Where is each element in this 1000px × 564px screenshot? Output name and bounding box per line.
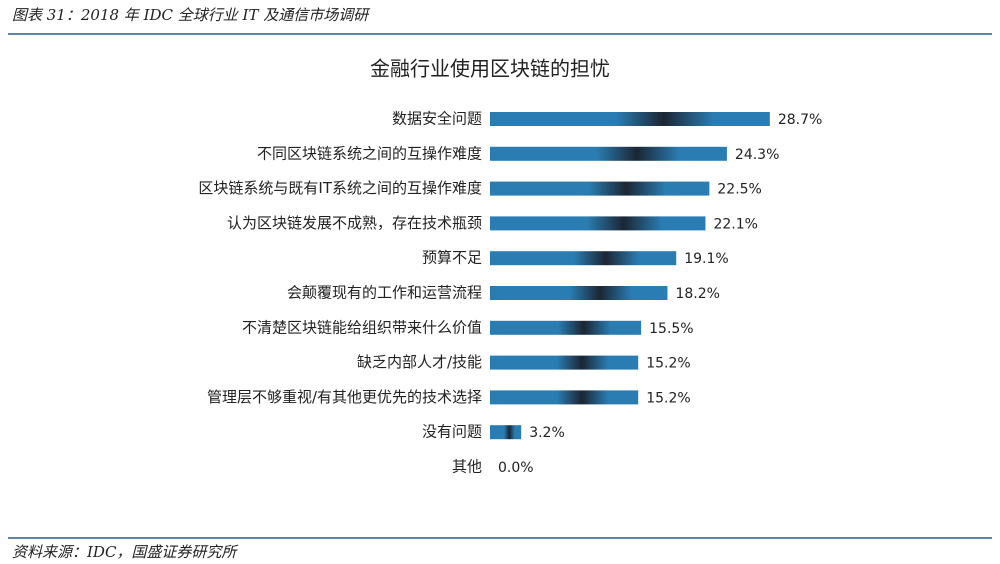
bar xyxy=(490,320,642,335)
category-label: 管理层不够重视/有其他更优先的技术选择 xyxy=(207,388,482,406)
bar xyxy=(490,251,677,266)
bar xyxy=(490,146,727,161)
bar xyxy=(490,216,706,231)
chart-title: 金融行业使用区块链的担忧 xyxy=(370,57,610,81)
bar xyxy=(490,112,770,126)
value-label: 15.2% xyxy=(646,356,690,372)
bar xyxy=(490,355,639,370)
bar xyxy=(490,286,668,300)
category-label: 预算不足 xyxy=(422,249,482,267)
category-label: 区块链系统与既有IT系统之间的互操作难度 xyxy=(198,179,482,197)
bar xyxy=(490,390,639,405)
category-label: 缺乏内部人才/技能 xyxy=(357,353,482,371)
category-label: 没有问题 xyxy=(422,423,482,441)
category-label: 认为区块链发展不成熟，存在技术瓶颈 xyxy=(227,214,482,232)
value-label: 3.2% xyxy=(529,425,565,441)
category-label: 其他 xyxy=(452,458,482,476)
value-label: 18.2% xyxy=(675,286,719,302)
value-label: 22.5% xyxy=(717,182,761,198)
value-label: 15.5% xyxy=(649,321,693,337)
value-label: 0.0% xyxy=(498,460,534,476)
bar xyxy=(490,425,522,440)
figure-caption: 图表 31：2018 年 IDC 全球行业 IT 及通信市场调研 xyxy=(12,6,371,24)
bar xyxy=(490,181,710,196)
category-label: 会颠覆现有的工作和运营流程 xyxy=(287,284,482,302)
value-label: 28.7% xyxy=(778,112,822,128)
value-label: 15.2% xyxy=(646,390,690,406)
category-label: 数据安全问题 xyxy=(392,110,482,128)
category-label: 不清楚区块链能给组织带来什么价值 xyxy=(242,318,482,336)
value-label: 24.3% xyxy=(735,147,779,163)
value-label: 19.1% xyxy=(684,251,728,267)
source-note: 资料来源：IDC，国盛证券研究所 xyxy=(12,543,238,561)
value-label: 22.1% xyxy=(713,216,757,232)
category-label: 不同区块链系统之间的互操作难度 xyxy=(257,144,482,162)
